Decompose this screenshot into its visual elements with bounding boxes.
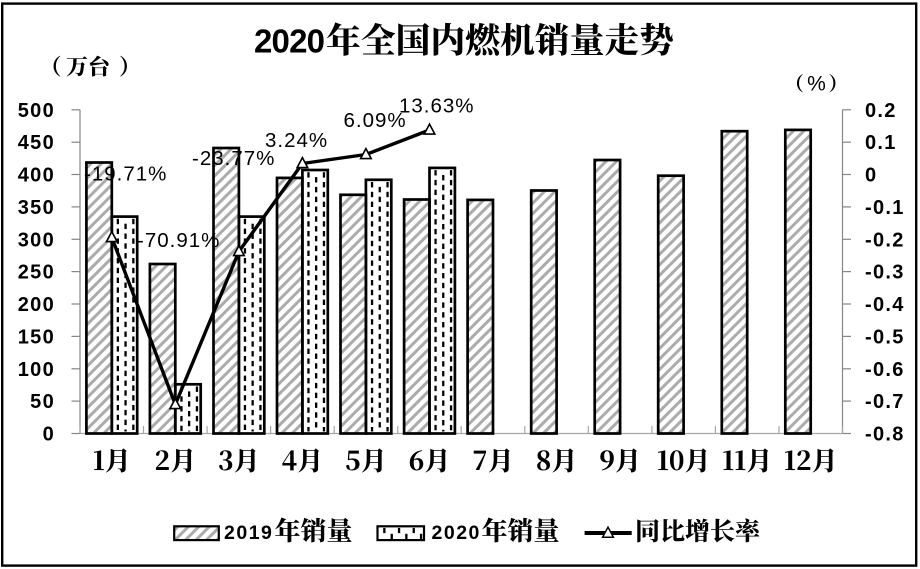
svg-text:%: % — [807, 72, 826, 95]
svg-text:0.1: 0.1 — [865, 132, 897, 154]
svg-text:350: 350 — [18, 197, 55, 219]
svg-text:2019: 2019 — [224, 522, 273, 544]
svg-text:450: 450 — [18, 132, 55, 154]
svg-text:50: 50 — [30, 391, 55, 413]
svg-text:2020: 2020 — [254, 23, 324, 60]
svg-text:-0.4: -0.4 — [865, 294, 905, 316]
svg-text:-0.7: -0.7 — [865, 391, 905, 413]
svg-text:2020: 2020 — [432, 522, 481, 544]
svg-text:300: 300 — [18, 229, 55, 251]
svg-text:0: 0 — [865, 165, 877, 187]
svg-text:-0.1: -0.1 — [865, 197, 905, 219]
svg-text:-19.71%: -19.71% — [84, 163, 167, 186]
svg-text:-23.77%: -23.77% — [192, 147, 275, 170]
svg-text:3.24%: 3.24% — [265, 129, 328, 152]
svg-text:100: 100 — [18, 359, 55, 381]
svg-text:250: 250 — [18, 262, 55, 284]
svg-text:400: 400 — [18, 165, 55, 187]
svg-text:-0.2: -0.2 — [865, 229, 905, 251]
svg-text:150: 150 — [18, 326, 55, 348]
svg-text:13.63%: 13.63% — [399, 95, 475, 118]
svg-text:-0.8: -0.8 — [865, 424, 905, 446]
svg-text:200: 200 — [18, 294, 55, 316]
svg-text:-70.91%: -70.91% — [137, 229, 220, 252]
svg-text:-0.3: -0.3 — [865, 262, 905, 284]
svg-text:0.2: 0.2 — [865, 100, 897, 122]
svg-text:500: 500 — [18, 100, 55, 122]
svg-text:6.09%: 6.09% — [344, 109, 407, 132]
svg-text:-0.5: -0.5 — [865, 326, 905, 348]
svg-text:0: 0 — [43, 424, 55, 446]
svg-text:-0.6: -0.6 — [865, 359, 905, 381]
